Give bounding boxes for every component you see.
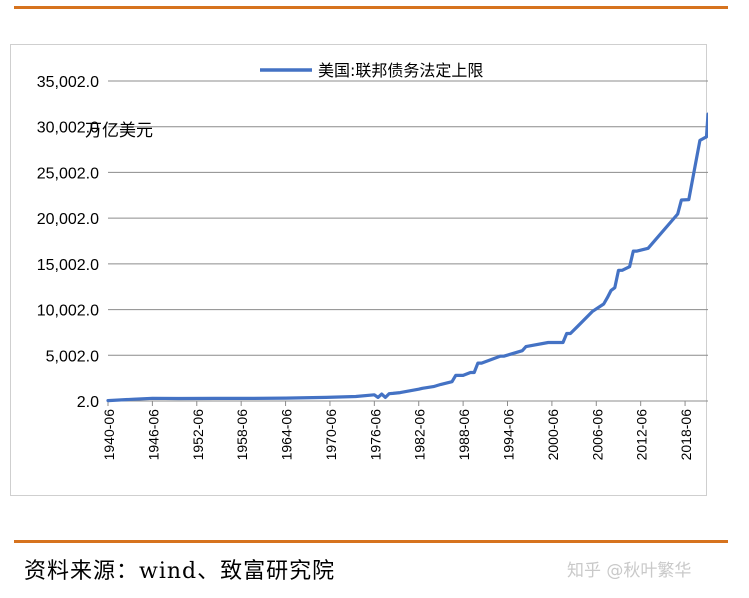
y-tick-label: 30,002.0 [37,120,99,137]
x-tick-label: 1940-06 [101,409,117,461]
x-tick-label: 1994-06 [501,409,517,461]
x-tick-label: 1988-06 [456,409,472,461]
series-line [106,112,708,403]
x-tick-label: 2018-06 [678,409,694,461]
x-tick-label: 1964-06 [279,409,295,461]
y-tick-label: 2.0 [77,394,99,411]
chart-svg: 2.0 5,002.0 10,002.0 15,002.0 20,002.0 25,002… [37,61,708,461]
y-tick-label: 5,002.0 [46,348,99,365]
y-tick-label: 10,002.0 [37,303,99,320]
unit-label: 万亿美元 [85,121,153,141]
watermark: 知乎 @秋叶繁华 [567,561,692,581]
y-tick-label: 35,002.0 [37,74,99,91]
y-tick-label: 25,002.0 [37,165,99,182]
x-tick-label: 1976-06 [367,409,383,461]
x-tick-label: 2006-06 [589,409,605,461]
x-tick-label: 2012-06 [634,409,650,461]
source-note: 资料来源：wind、致富研究院 [24,559,336,584]
x-tick-label: 2000-06 [545,409,561,461]
x-tick-label: 1982-06 [412,409,428,461]
y-tick-label: 20,002.0 [37,211,99,228]
top-divider [14,6,728,9]
chart-frame: 2.0 5,002.0 10,002.0 15,002.0 20,002.0 25,002… [10,44,708,496]
x-tick-label: 1952-06 [190,409,206,461]
legend-label: 美国:联邦债务法定上限 [318,61,483,80]
x-tick-label: 1946-06 [145,409,161,461]
y-tick-label: 15,002.0 [37,257,99,274]
x-tick-label: 1958-06 [234,409,250,461]
x-tick-label: 1970-06 [323,409,339,461]
bottom-divider [14,540,728,543]
